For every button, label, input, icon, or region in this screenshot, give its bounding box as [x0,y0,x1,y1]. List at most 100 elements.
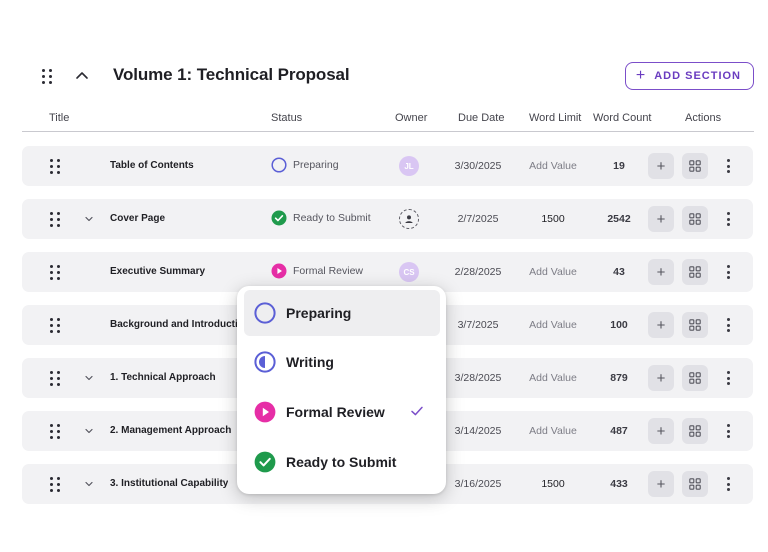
table-row[interactable]: Table of Contents Preparing JL 3/30/2025… [22,146,753,186]
word-limit-input[interactable]: Add Value [529,425,577,437]
grid-icon [689,372,701,384]
menu-item-writing[interactable]: Writing [244,339,440,385]
word-limit-input[interactable]: 1500 [541,213,565,225]
ready-to-submit-status-icon [271,210,287,226]
column-header-word-count[interactable]: Word Count [593,112,652,124]
add-subsection-button[interactable]: + [648,206,674,232]
plus-icon: + [656,475,666,493]
plus-icon: + [656,210,666,228]
row-title[interactable]: Cover Page [110,213,166,224]
table-row[interactable]: Cover Page Ready to Submit 2/7/2025 1500… [22,199,753,239]
add-subsection-button[interactable]: + [648,259,674,285]
chevron-down-icon[interactable] [84,214,94,224]
word-limit-input[interactable]: Add Value [529,160,577,172]
grid-button[interactable] [682,312,708,338]
due-date[interactable]: 2/28/2025 [454,266,502,278]
menu-item-preparing[interactable]: Preparing [244,290,440,336]
plus-icon: + [656,422,666,440]
column-header-owner[interactable]: Owner [395,112,428,124]
column-header-due-date[interactable]: Due Date [458,112,505,124]
check-icon [411,406,423,416]
avatar[interactable]: CS [399,262,419,282]
due-date[interactable]: 3/16/2025 [454,478,502,490]
drag-handle-icon[interactable] [50,212,60,227]
more-vertical-icon[interactable] [722,264,734,280]
word-limit-input[interactable]: Add Value [529,372,577,384]
grid-button[interactable] [682,153,708,179]
add-section-label: ADD SECTION [654,70,741,82]
grid-button[interactable] [682,365,708,391]
status-badge[interactable]: Formal Review [271,263,363,279]
formal-review-status-icon [271,263,287,279]
chevron-up-icon[interactable] [74,67,90,83]
due-date[interactable]: 3/14/2025 [454,425,502,437]
plus-icon: + [635,67,647,84]
chevron-down-icon[interactable] [84,426,94,436]
menu-item-label: Writing [286,354,334,370]
due-date[interactable]: 3/7/2025 [457,319,499,331]
more-vertical-icon[interactable] [722,370,734,386]
add-subsection-button[interactable]: + [648,418,674,444]
add-section-button[interactable]: + ADD SECTION [624,62,754,90]
column-header-title[interactable]: Title [49,112,70,124]
more-vertical-icon[interactable] [722,476,734,492]
grid-icon [689,213,701,225]
add-subsection-button[interactable]: + [648,312,674,338]
status-label: Preparing [293,159,339,171]
word-limit-input[interactable]: 1500 [541,478,565,490]
column-header-status[interactable]: Status [271,112,303,124]
table-row[interactable]: Executive Summary Formal Review CS 2/28/… [22,252,753,292]
due-date[interactable]: 3/28/2025 [454,372,502,384]
word-count: 487 [610,425,628,437]
menu-item-ready-to-submit[interactable]: Ready to Submit [244,439,440,485]
more-vertical-icon[interactable] [722,317,734,333]
column-header-word-limit[interactable]: Word Limit [529,112,582,124]
plus-icon: + [656,263,666,281]
due-date[interactable]: 2/7/2025 [457,213,499,225]
drag-handle-icon[interactable] [50,424,60,439]
more-vertical-icon[interactable] [722,423,734,439]
user-add-icon[interactable] [399,209,419,229]
word-limit-input[interactable]: Add Value [529,319,577,331]
row-title[interactable]: Table of Contents [110,160,194,171]
plus-icon: + [656,316,666,334]
preparing-status-icon [254,302,276,324]
chevron-down-icon[interactable] [84,373,94,383]
row-title[interactable]: Background and Introduction [110,319,240,330]
row-title[interactable]: 1. Technical Approach [110,372,216,383]
due-date[interactable]: 3/30/2025 [454,160,502,172]
grid-icon [689,266,701,278]
more-vertical-icon[interactable] [722,211,734,227]
row-title[interactable]: 3. Institutional Capability [110,478,229,489]
add-subsection-button[interactable]: + [648,365,674,391]
drag-handle-icon[interactable] [50,318,60,333]
section-header: Volume 1: Technical Proposal + ADD SECTI… [22,60,754,94]
chevron-down-icon[interactable] [84,479,94,489]
more-vertical-icon[interactable] [722,158,734,174]
grid-button[interactable] [682,206,708,232]
drag-handle-icon[interactable] [50,265,60,280]
page-title: Volume 1: Technical Proposal [113,65,350,84]
row-title[interactable]: 2. Management Approach [110,425,232,436]
word-count: 433 [610,478,628,490]
add-subsection-button[interactable]: + [648,471,674,497]
menu-item-formal-review[interactable]: Formal Review [244,389,440,435]
drag-handle-icon[interactable] [42,69,52,84]
add-subsection-button[interactable]: + [648,153,674,179]
preparing-status-icon [271,157,287,173]
drag-handle-icon[interactable] [50,371,60,386]
word-count: 879 [610,372,628,384]
status-badge[interactable]: Ready to Submit [271,210,371,226]
word-limit-input[interactable]: Add Value [529,266,577,278]
grid-button[interactable] [682,259,708,285]
row-title[interactable]: Executive Summary [110,266,206,277]
status-badge[interactable]: Preparing [271,157,339,173]
plus-icon: + [656,157,666,175]
grid-button[interactable] [682,471,708,497]
drag-handle-icon[interactable] [50,477,60,492]
word-count: 19 [613,160,625,172]
drag-handle-icon[interactable] [50,159,60,174]
grid-button[interactable] [682,418,708,444]
writing-status-icon [254,351,276,373]
avatar[interactable]: JL [399,156,419,176]
